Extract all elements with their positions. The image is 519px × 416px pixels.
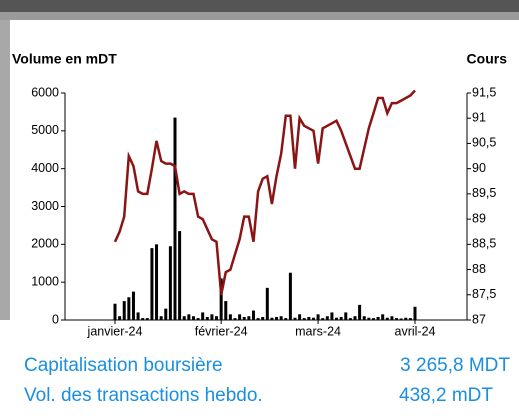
volume-bar bbox=[127, 297, 131, 320]
top-bar bbox=[0, 0, 519, 12]
y2-tick-label: 87,5 bbox=[472, 287, 496, 301]
y2-tick-label: 90,5 bbox=[472, 136, 496, 150]
volume-bar bbox=[395, 318, 399, 320]
volume-bar bbox=[399, 318, 403, 320]
volume-bar bbox=[404, 317, 408, 320]
volume-bar bbox=[302, 318, 306, 320]
y-tick-label: 3000 bbox=[31, 199, 59, 213]
y-tick-label: 2000 bbox=[31, 237, 59, 251]
volume-bar bbox=[339, 316, 343, 320]
volume-bar bbox=[233, 318, 237, 320]
volume-bar bbox=[173, 117, 177, 320]
volume-bar bbox=[251, 310, 255, 320]
stat-label: Capitalisation boursière bbox=[24, 355, 223, 376]
y2-tick-label: 91 bbox=[472, 111, 486, 125]
volume-bar bbox=[413, 306, 417, 320]
volume-bar bbox=[353, 316, 357, 320]
volume-bar bbox=[191, 316, 195, 320]
stat-value: 3 265,8 MDT bbox=[400, 355, 510, 376]
volume-bar bbox=[367, 317, 371, 320]
volume-bar bbox=[275, 316, 279, 320]
left-strip bbox=[0, 20, 10, 320]
volume-bar bbox=[265, 287, 269, 320]
volume-bar bbox=[247, 316, 251, 320]
volume-bar bbox=[390, 316, 394, 320]
volume-bar bbox=[307, 316, 311, 320]
y-tick-label: 1000 bbox=[31, 274, 59, 288]
volume-bar bbox=[215, 316, 219, 320]
volume-bar bbox=[159, 316, 163, 320]
x-tick-label: janvier-24 bbox=[87, 324, 143, 338]
volume-bar bbox=[122, 301, 126, 320]
x-tick-label: février-24 bbox=[195, 324, 248, 338]
volume-bar bbox=[150, 248, 154, 320]
volume-bar bbox=[145, 318, 149, 320]
volume-bar bbox=[168, 246, 172, 320]
volume-bar bbox=[118, 316, 122, 320]
y-tick-label: 4000 bbox=[31, 161, 59, 175]
volume-bar bbox=[182, 316, 186, 320]
volume-bar bbox=[224, 301, 228, 320]
volume-bar bbox=[113, 303, 117, 320]
y2-tick-label: 88 bbox=[472, 262, 486, 276]
top-strip bbox=[0, 12, 519, 20]
volume-bar bbox=[141, 318, 145, 320]
volume-bar bbox=[348, 318, 352, 320]
volume-bar bbox=[330, 312, 334, 320]
y2-tick-label: 88,5 bbox=[472, 237, 496, 251]
volume-bar bbox=[136, 312, 140, 320]
volume-bar bbox=[321, 318, 325, 320]
volume-bar bbox=[385, 317, 389, 320]
x-tick-label: avril-24 bbox=[395, 324, 436, 338]
y-tick-label: 0 bbox=[52, 312, 59, 326]
volume-bar bbox=[270, 317, 274, 320]
y2-tick-label: 91,5 bbox=[472, 85, 496, 99]
volume-bar bbox=[178, 231, 182, 320]
y2-tick-label: 90 bbox=[472, 161, 486, 175]
volume-bar bbox=[325, 316, 329, 320]
volume-bar bbox=[362, 316, 366, 320]
volume-bar bbox=[316, 314, 320, 320]
volume-bar bbox=[155, 244, 159, 320]
volume-bar bbox=[284, 318, 288, 320]
volume-bar bbox=[201, 312, 205, 320]
volume-bar bbox=[261, 316, 265, 320]
volume-bar bbox=[298, 314, 302, 320]
volume-bar bbox=[358, 304, 362, 320]
volume-bar bbox=[164, 308, 168, 320]
volume-bar bbox=[335, 317, 339, 320]
x-tick-label: mars-24 bbox=[295, 324, 341, 338]
volume-bar bbox=[288, 272, 292, 320]
volume-bar bbox=[381, 314, 385, 320]
stat-label: Vol. des transactions hebdo. bbox=[24, 385, 263, 406]
volume-bar bbox=[238, 314, 242, 320]
stat-value: 438,2 mDT bbox=[399, 385, 493, 406]
volume-bar bbox=[228, 314, 232, 320]
volume-bar bbox=[187, 314, 191, 320]
y2-tick-label: 87 bbox=[472, 312, 486, 326]
y2-tick-label: 89,5 bbox=[472, 186, 496, 200]
volume-bar bbox=[205, 316, 209, 320]
volume-bar bbox=[210, 314, 214, 320]
volume-bar bbox=[242, 316, 246, 320]
volume-bar bbox=[219, 278, 223, 320]
y-tick-label: 6000 bbox=[31, 85, 59, 99]
volume-bar bbox=[196, 318, 200, 320]
y-axis-title: Volume en mDT bbox=[12, 51, 117, 67]
price-line bbox=[113, 89, 416, 296]
volume-bar bbox=[371, 318, 375, 320]
volume-bar bbox=[279, 316, 283, 320]
volume-bar bbox=[311, 317, 315, 320]
volume-bar bbox=[256, 318, 260, 320]
y-tick-label: 5000 bbox=[31, 123, 59, 137]
y2-axis-title: Cours bbox=[467, 51, 508, 67]
volume-bar bbox=[131, 291, 135, 320]
volume-bar bbox=[344, 312, 348, 320]
volume-bar bbox=[408, 318, 412, 320]
y2-tick-label: 89 bbox=[472, 211, 486, 225]
volume-bar bbox=[293, 317, 297, 320]
volume-bar bbox=[376, 316, 380, 320]
